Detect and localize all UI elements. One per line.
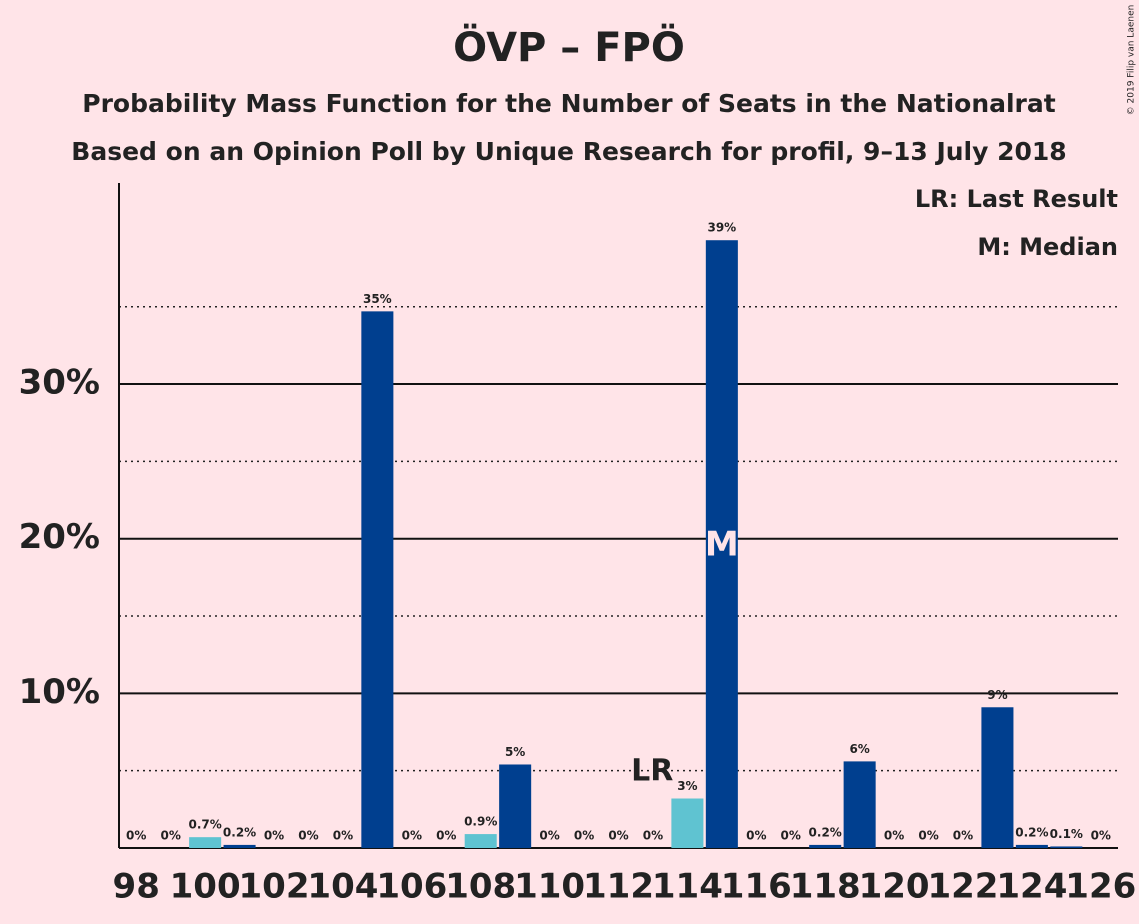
x-tick-label: 116 xyxy=(721,867,792,907)
x-tick-label: 114 xyxy=(652,867,723,907)
value-label: 0% xyxy=(574,829,594,843)
value-label: 0% xyxy=(918,829,938,843)
y-tick-label: 10% xyxy=(19,672,100,712)
value-label: 6% xyxy=(849,742,869,756)
value-label: 0% xyxy=(264,829,284,843)
value-label: 0% xyxy=(1091,829,1111,843)
bar xyxy=(189,837,222,848)
value-label: 0% xyxy=(539,829,559,843)
value-label: 0.2% xyxy=(223,825,256,839)
bar xyxy=(1050,846,1083,848)
bar xyxy=(223,844,256,848)
value-label: 0% xyxy=(402,829,422,843)
value-label: 0% xyxy=(953,829,973,843)
value-label: 9% xyxy=(987,688,1007,702)
value-label: 0% xyxy=(436,829,456,843)
x-tick-label: 126 xyxy=(1065,867,1136,907)
value-label: 5% xyxy=(505,745,525,759)
x-tick-label: 124 xyxy=(996,867,1067,907)
bar xyxy=(981,707,1014,848)
value-label: 0% xyxy=(884,829,904,843)
x-tick-label: 108 xyxy=(445,867,516,907)
value-label: 39% xyxy=(707,221,736,235)
bar xyxy=(809,844,842,848)
x-tick-label: 112 xyxy=(583,867,654,907)
x-tick-label: 98 xyxy=(113,867,160,907)
value-label: 0% xyxy=(333,829,353,843)
annotation: M xyxy=(705,525,739,565)
bar xyxy=(843,761,876,848)
x-tick-label: 106 xyxy=(376,867,447,907)
value-label: 0% xyxy=(608,829,628,843)
bar xyxy=(671,798,704,848)
x-tick-label: 122 xyxy=(927,867,998,907)
value-label: 0% xyxy=(643,829,663,843)
x-tick-label: 120 xyxy=(859,867,930,907)
value-label: 0.2% xyxy=(809,825,842,839)
legend-entry: LR: Last Result xyxy=(915,185,1118,213)
value-label: 0% xyxy=(126,829,146,843)
bar xyxy=(1015,844,1048,848)
x-tick-label: 100 xyxy=(170,867,241,907)
value-label: 35% xyxy=(363,292,392,306)
value-label: 3% xyxy=(677,779,697,793)
x-tick-label: 102 xyxy=(239,867,310,907)
annotation: LR xyxy=(631,754,673,789)
y-tick-label: 20% xyxy=(19,517,100,557)
bar xyxy=(499,764,532,848)
value-label: 0.7% xyxy=(188,818,221,832)
value-label: 0% xyxy=(746,829,766,843)
value-label: 0.1% xyxy=(1050,827,1083,841)
chart-subtitle: Based on an Opinion Poll by Unique Resea… xyxy=(71,137,1066,166)
value-label: 0.2% xyxy=(1015,825,1048,839)
x-tick-label: 110 xyxy=(514,867,585,907)
value-label: 0% xyxy=(781,829,801,843)
bar xyxy=(464,834,497,848)
copyright: © 2019 Filip van Laenen xyxy=(1127,5,1137,116)
chart-title: ÖVP – FPÖ xyxy=(453,23,685,71)
x-tick-label: 104 xyxy=(307,867,378,907)
bar xyxy=(705,240,738,848)
value-label: 0% xyxy=(298,829,318,843)
chart-subtitle: Probability Mass Function for the Number… xyxy=(82,89,1055,118)
value-label: 0.9% xyxy=(464,815,497,829)
legend-entry: M: Median xyxy=(977,233,1118,261)
bar xyxy=(361,311,394,848)
value-label: 0% xyxy=(160,829,180,843)
x-tick-label: 118 xyxy=(790,867,861,907)
y-tick-label: 30% xyxy=(19,363,100,403)
